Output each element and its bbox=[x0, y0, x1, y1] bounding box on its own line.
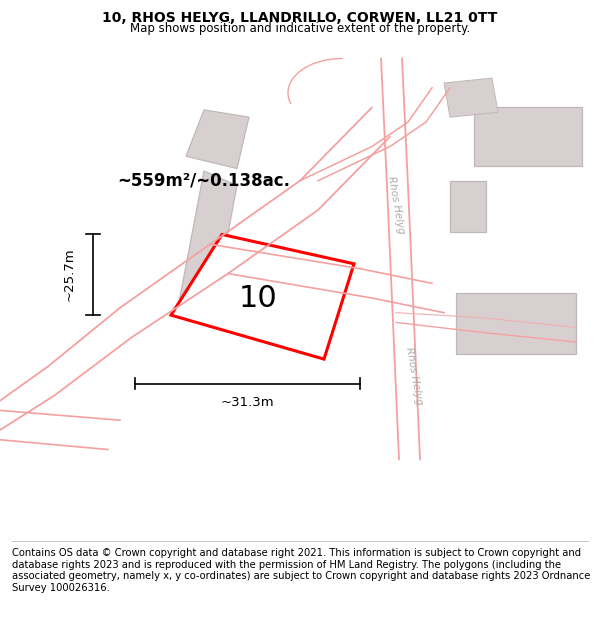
Text: Contains OS data © Crown copyright and database right 2021. This information is : Contains OS data © Crown copyright and d… bbox=[12, 548, 590, 592]
Text: 10: 10 bbox=[239, 284, 277, 312]
Polygon shape bbox=[450, 181, 486, 232]
Polygon shape bbox=[444, 78, 498, 117]
Polygon shape bbox=[474, 107, 582, 166]
Text: Rhos Helyg: Rhos Helyg bbox=[386, 176, 406, 235]
Polygon shape bbox=[171, 234, 354, 359]
Text: ~25.7m: ~25.7m bbox=[62, 248, 76, 301]
Text: ~559m²/~0.138ac.: ~559m²/~0.138ac. bbox=[117, 172, 290, 190]
Text: Rhos Helyg: Rhos Helyg bbox=[404, 346, 424, 406]
Polygon shape bbox=[186, 110, 249, 169]
Text: 10, RHOS HELYG, LLANDRILLO, CORWEN, LL21 0TT: 10, RHOS HELYG, LLANDRILLO, CORWEN, LL21… bbox=[103, 11, 497, 25]
Text: Map shows position and indicative extent of the property.: Map shows position and indicative extent… bbox=[130, 22, 470, 35]
Polygon shape bbox=[456, 293, 576, 354]
Text: ~31.3m: ~31.3m bbox=[221, 396, 275, 409]
Polygon shape bbox=[177, 171, 237, 328]
